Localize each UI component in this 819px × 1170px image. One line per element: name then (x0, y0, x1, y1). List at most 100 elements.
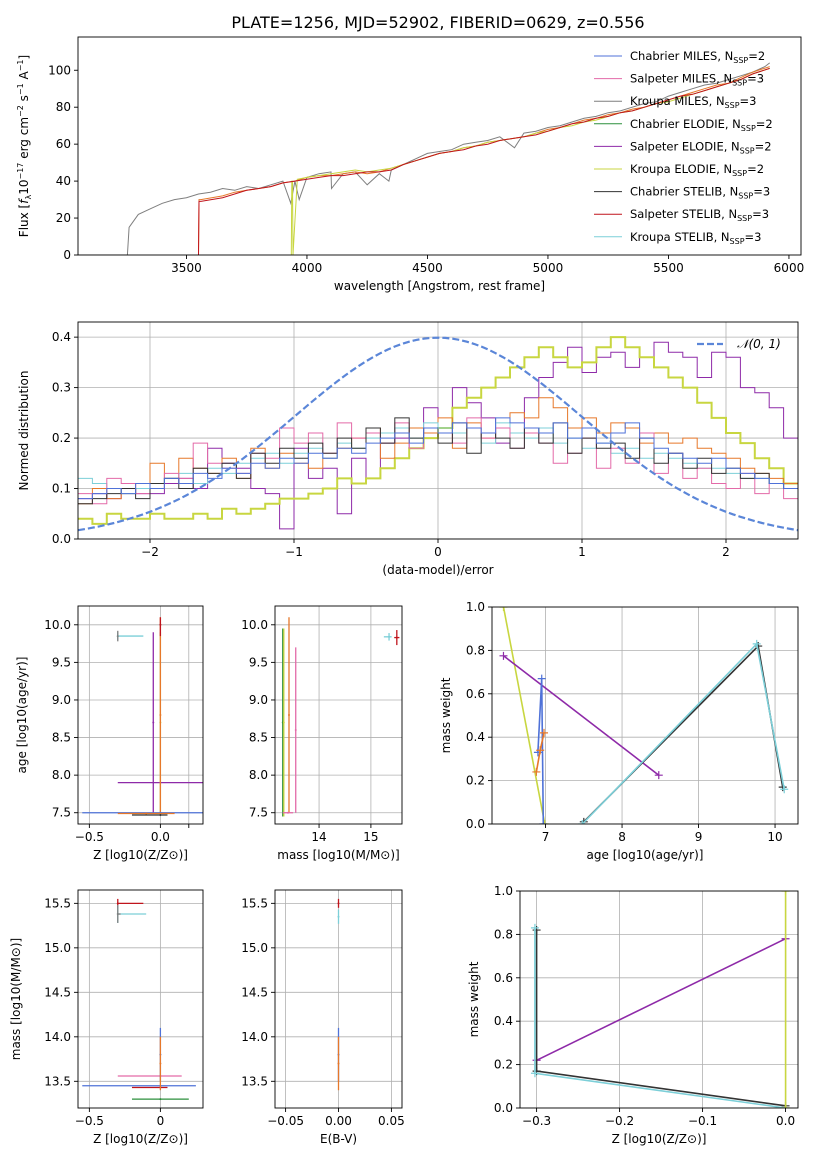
x-tick-label: 0.00 (325, 1114, 352, 1128)
y-tick-label: 14.5 (241, 985, 268, 999)
y-axis-label: Normed distribution (17, 371, 31, 491)
x-tick-label: 2 (722, 545, 730, 559)
weight-series-0 (502, 607, 546, 824)
spectrum-series-3 (198, 67, 770, 255)
x-tick-label: −0.05 (267, 1114, 304, 1128)
y-tick-label: 0.2 (52, 431, 71, 445)
x-tick-label: −2 (141, 545, 159, 559)
data-point-3 (294, 729, 297, 732)
y-axis-label: age [log10(age/yr)] (15, 657, 29, 774)
x-tick-label: −0.5 (75, 1114, 104, 1128)
weight-marker (532, 767, 541, 776)
y-tick-label: 8.5 (52, 731, 71, 745)
spectrum-panel: 3500 4000 4500 5000 5500 6000 0 20 40 60 80 100 wave… (16, 36, 804, 293)
y-tick-label: 14.0 (241, 1030, 268, 1044)
data-point-4 (286, 811, 289, 814)
axes-frame (274, 605, 403, 825)
y-tick-label: 9.5 (249, 655, 268, 669)
y-tick-label: 0 (63, 248, 71, 262)
legend-label: Kroupa ELODIE, NSSP=2 (630, 162, 764, 178)
x-axis-label: Z [log10(Z/Z⊙)] (93, 1132, 188, 1146)
x-tick-label: 0 (157, 1114, 165, 1128)
y-tick-label: 0.2 (494, 1058, 513, 1072)
data-point-8 (159, 813, 162, 816)
x-axis-label: age [log10(age/yr)] (587, 848, 704, 862)
weight-vs-age-panel: 7 8 9 10 0.0 0.2 0.4 0.6 0.8 1.0 age [log10(age/yr… (439, 600, 799, 862)
data-point-8 (159, 1062, 162, 1065)
gaussian-curve (78, 336, 798, 532)
y-tick-label: 0.4 (52, 330, 71, 344)
weight-marker (530, 923, 539, 932)
y-tick-label: 0.1 (52, 482, 71, 496)
weight-series-4 (583, 644, 784, 823)
axes-frame (491, 606, 799, 825)
x-axis-label: mass [log10(M/M⊙)] (277, 848, 399, 862)
y-tick-label: 0.4 (494, 1014, 513, 1028)
axes-frame (77, 605, 204, 825)
weight-series-5 (581, 642, 785, 824)
y-tick-label: 9.0 (249, 693, 268, 707)
legend-label: Chabrier STELIB, NSSP=3 (630, 185, 770, 201)
y-axis-label: mass weight (467, 961, 481, 1037)
axes-frame (77, 36, 802, 256)
y-tick-label: 8.5 (249, 731, 268, 745)
weight-series-2 (534, 927, 786, 1108)
y-tick-label: 10.0 (241, 618, 268, 632)
legend-label: 𝒩(0, 1) (737, 337, 781, 351)
data-point-5 (159, 714, 162, 716)
data-point-1 (282, 721, 285, 724)
y-tick-label: 0.6 (466, 687, 485, 701)
y-tick-label: 0.0 (494, 1101, 513, 1115)
x-axis-label: Z [log10(Z/Z⊙)] (612, 1132, 707, 1146)
weight-marker (781, 891, 790, 895)
legend-label: Salpeter ELODIE, NSSP=2 (630, 139, 772, 155)
y-tick-label: 60 (56, 137, 71, 151)
weight-marker (499, 607, 508, 611)
plot-area (78, 606, 203, 824)
weight-series-0 (536, 937, 786, 1062)
x-axis-label: wavelength [Angstrom, rest frame] (334, 279, 545, 293)
x-tick-label: −0.2 (605, 1114, 634, 1128)
weight-marker (539, 820, 548, 824)
plot-area (275, 606, 402, 824)
weight-marker (537, 674, 546, 683)
mass-vs-ebv-panel: −0.05 0.00 0.05 13.5 14.0 14.5 15.0 15.5 E(B-V) (241, 889, 405, 1146)
y-tick-label: 9.5 (52, 655, 71, 669)
plot-area (492, 607, 798, 824)
weight-marker (499, 651, 508, 660)
y-tick-label: 0.0 (52, 532, 71, 546)
y-axis-label: mass weight (439, 677, 453, 753)
x-axis-label: (data-model)/error (382, 563, 493, 577)
weight-marker (781, 1104, 790, 1108)
y-tick-label: 14.5 (44, 985, 71, 999)
y-tick-label: 15.0 (241, 941, 268, 955)
y-tick-label: 100 (48, 63, 71, 77)
x-tick-label: −0.5 (75, 830, 104, 844)
figure-title: PLATE=1256, MJD=52902, FIBERID=0629, z=0… (231, 13, 644, 32)
y-tick-label: 0.2 (466, 774, 485, 788)
x-tick-label: 5500 (653, 261, 684, 275)
y-tick-label: 15.0 (44, 941, 71, 955)
x-tick-label: 9 (695, 830, 703, 844)
weight-marker (540, 728, 549, 737)
legend-label: Salpeter MILES, NSSP=3 (630, 72, 764, 88)
y-tick-label: 15.5 (44, 896, 71, 910)
y-tick-label: 0.4 (466, 730, 485, 744)
y-tick-label: 8.0 (52, 768, 71, 782)
data-point-6 (395, 636, 398, 639)
y-tick-label: 13.5 (241, 1074, 268, 1088)
data-point-3 (152, 721, 155, 724)
x-tick-label: 5000 (533, 261, 564, 275)
x-tick-label: 0.0 (151, 830, 170, 844)
y-tick-label: 13.5 (44, 1074, 71, 1088)
y-tick-label: 1.0 (494, 884, 513, 898)
weight-marker (654, 771, 663, 780)
histogram-series-3 (78, 422, 798, 495)
plot-area (275, 890, 402, 1108)
legend-label: Chabrier ELODIE, NSSP=2 (630, 117, 773, 133)
y-tick-label: 7.5 (249, 806, 268, 820)
x-tick-label: 15 (363, 830, 378, 844)
age-vs-Z-panel: −0.5 0.0 7.5 8.0 8.5 9.0 9.5 10.0 Z [log10(Z/Z⊙)… (15, 605, 204, 862)
plot-area (78, 62, 771, 255)
